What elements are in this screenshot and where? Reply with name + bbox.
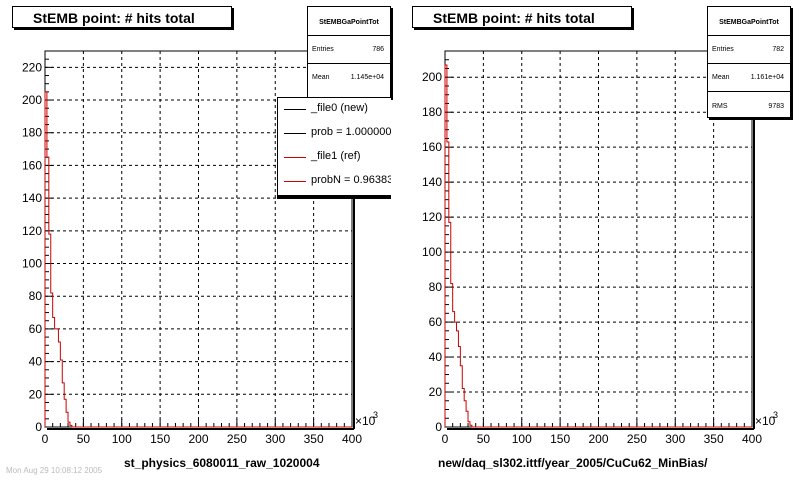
panel2-y-tick-label-9: 180 <box>422 105 442 119</box>
panel2-stats-rms-label: RMS <box>712 103 728 110</box>
legend-line-file0 <box>284 109 306 110</box>
panel1-y-tick-label-0: 0 <box>35 420 42 434</box>
panel1-x-tick-label-3: 150 <box>150 432 170 446</box>
panel1-stats-entries-value: 786 <box>372 46 384 53</box>
panel2-stats-mean-value: 1.161e+04 <box>750 74 784 81</box>
panel2-xlabel: new/daq_sl302.ittf/year_2005/CuCu62_MinB… <box>438 456 708 470</box>
panel2-stats-divider-2 <box>708 63 790 64</box>
panel2-y-tick-label-2: 40 <box>429 350 443 364</box>
legend-label-file1: _file1 (ref) <box>311 150 361 162</box>
legend-entry-prob: prob = 1.000000 <box>278 122 391 146</box>
panel1-x-tick-label-4: 200 <box>188 432 208 446</box>
panel1-title-box: StEMB point: # hits total <box>12 6 232 28</box>
panel2-x-multiplier-exp: 3 <box>773 410 778 420</box>
panel1-y-tick-label-2: 40 <box>29 355 43 369</box>
panel2-title-box: StEMB point: # hits total <box>412 6 632 28</box>
panel1-x-tick-label-6: 300 <box>265 432 285 446</box>
panel2-y-tick-label-10: 200 <box>422 70 442 84</box>
legend-entry-probn: probN = 0.963837 <box>278 170 391 194</box>
panel1-legend: _file0 (new) prob = 1.000000 _file1 (ref… <box>277 97 391 196</box>
panel2-stats-entries-label: Entries <box>712 46 734 53</box>
panel1-y-tick-label-7: 140 <box>22 191 42 205</box>
legend-label-prob: prob = 1.000000 <box>311 126 391 138</box>
panel2-stats-divider-3 <box>708 91 790 92</box>
legend-line-prob <box>284 133 306 134</box>
panel1-y-tick-label-10: 200 <box>22 93 42 107</box>
panel1-x-tick-label-1: 50 <box>77 432 91 446</box>
panel2-x-tick-label-3: 150 <box>550 432 570 446</box>
panel2-y-tick-label-6: 120 <box>422 210 442 224</box>
panel2-x-tick-label-0: 0 <box>442 432 449 446</box>
panel2-stats-mean-label: Mean <box>712 74 730 81</box>
panel1-y-tick-label-9: 180 <box>22 126 42 140</box>
panel2-x-tick-label-4: 200 <box>588 432 608 446</box>
panel1-y-tick-label-4: 80 <box>29 289 43 303</box>
panel1-x-tick-label-0: 0 <box>42 432 49 446</box>
footer-timestamp: Mon Aug 29 10:08:12 2005 <box>6 466 103 475</box>
panel2-x-tick-label-1: 50 <box>477 432 491 446</box>
panel1-x-multiplier-exp: 3 <box>373 410 378 420</box>
panel1-xlabel: st_physics_6080011_raw_1020004 <box>124 456 320 470</box>
panel1-stats-entries-label: Entries <box>312 46 334 53</box>
legend-label-probn: probN = 0.963837 <box>311 174 391 186</box>
panel2-y-tick-label-8: 160 <box>422 140 442 154</box>
panel1-title: StEMB point: # hits total <box>33 10 195 26</box>
panel1-y-tick-label-1: 20 <box>29 387 43 401</box>
panel2-y-tick-label-0: 0 <box>435 420 442 434</box>
panel1-x-tick-label-7: 350 <box>304 432 324 446</box>
panel1-series-0-histogram <box>44 91 352 428</box>
panel2-x-tick-label-5: 250 <box>627 432 647 446</box>
panel2-stats-rms-value: 9783 <box>768 103 784 110</box>
panel1-y-tick-label-8: 160 <box>22 158 42 172</box>
panel2-stats-divider <box>708 35 790 36</box>
panel2-stats-box: StEMBGaPointTot Entries 782 Mean 1.161e+… <box>707 6 791 118</box>
panel2-series-0-histogram <box>444 64 752 428</box>
panel2-y-tick-label-5: 100 <box>422 245 442 259</box>
panel1-stats-mean-label: Mean <box>312 74 330 81</box>
panel1-x-multiplier: ×10 <box>355 414 376 428</box>
panel2-y-tick-label-1: 20 <box>429 385 443 399</box>
legend-line-file1 <box>284 157 306 158</box>
panel2-title: StEMB point: # hits total <box>433 10 595 26</box>
panel2-x-multiplier: ×10 <box>755 414 776 428</box>
panel2-y-tick-label-7: 140 <box>422 175 442 189</box>
panel1-x-tick-label-8: 400 <box>342 432 362 446</box>
panel2-x-tick-label-6: 300 <box>665 432 685 446</box>
panel1-y-tick-label-6: 120 <box>22 224 42 238</box>
panel1-x-tick-label-5: 250 <box>227 432 247 446</box>
panel1-stats-divider <box>308 35 390 36</box>
panel2-x-tick-label-2: 100 <box>512 432 532 446</box>
panel1-stats-divider-2 <box>308 63 390 64</box>
legend-entry-file0: _file0 (new) <box>278 98 391 122</box>
legend-entry-file1: _file1 (ref) <box>278 146 391 170</box>
panel2-stats-name: StEMBGaPointTot <box>719 19 779 26</box>
panel1-y-tick-label-11: 220 <box>22 60 42 74</box>
panel1-stats-mean-value: 1.145e+04 <box>350 74 384 81</box>
panel1-stats-name: StEMBGaPointTot <box>319 19 379 26</box>
panel1-y-tick-label-5: 100 <box>22 257 42 271</box>
panel2-y-tick-label-4: 80 <box>429 280 443 294</box>
legend-line-probn <box>284 181 306 182</box>
panel1-x-tick-label-2: 100 <box>112 432 132 446</box>
panel2-x-tick-label-8: 400 <box>742 432 762 446</box>
legend-label-file0: _file0 (new) <box>311 102 368 114</box>
panel2-stats-entries-value: 782 <box>772 46 784 53</box>
panel2-x-tick-label-7: 350 <box>704 432 724 446</box>
panel1-stats-box: StEMBGaPointTot Entries 786 Mean 1.145e+… <box>307 6 391 98</box>
panel2-y-tick-label-3: 60 <box>429 315 443 329</box>
panel1-y-tick-label-3: 60 <box>29 322 43 336</box>
